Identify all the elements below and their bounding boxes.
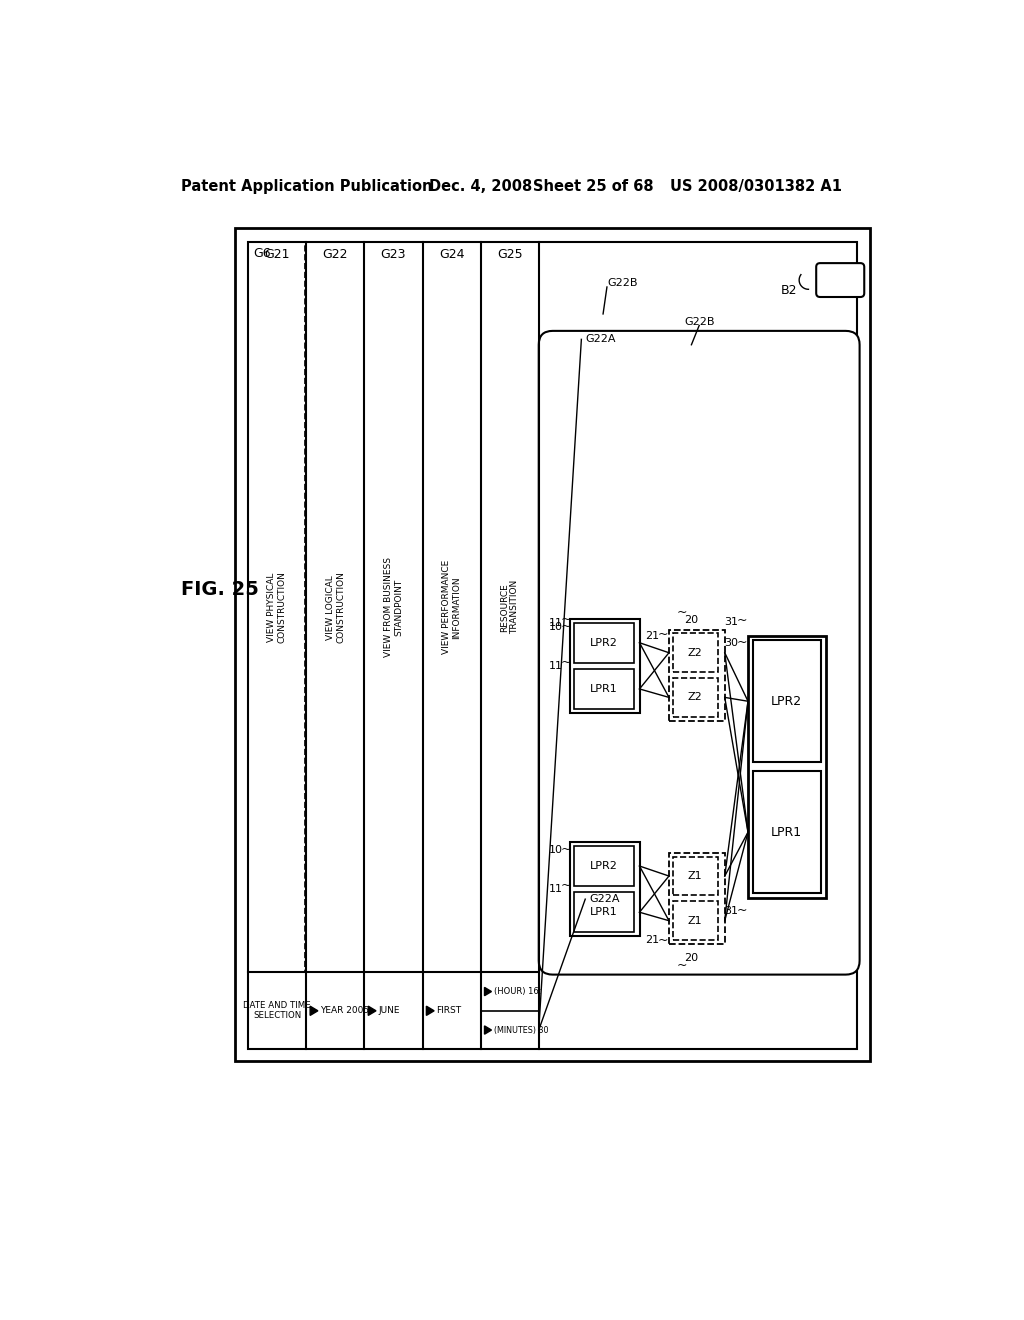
- Bar: [673, 857, 718, 895]
- Bar: [673, 634, 718, 672]
- Text: DATE AND TIME
SELECTION: DATE AND TIME SELECTION: [244, 1001, 311, 1020]
- Text: ~: ~: [677, 958, 687, 972]
- Text: Z1: Z1: [688, 871, 702, 880]
- Text: Sheet 25 of 68: Sheet 25 of 68: [532, 180, 653, 194]
- Text: LPR1: LPR1: [590, 684, 617, 694]
- Text: Dec. 4, 2008: Dec. 4, 2008: [429, 180, 531, 194]
- Text: 11: 11: [549, 619, 563, 628]
- Text: ~: ~: [560, 843, 571, 857]
- Text: LPR1: LPR1: [771, 825, 803, 838]
- Text: G23: G23: [381, 248, 407, 261]
- Bar: [753, 771, 821, 892]
- Text: LPR1: LPR1: [590, 907, 617, 917]
- Text: 31: 31: [724, 616, 738, 627]
- Text: ~: ~: [560, 620, 571, 634]
- Text: 11: 11: [549, 661, 563, 671]
- Text: RESOURCE
TRANSITION: RESOURCE TRANSITION: [500, 581, 519, 635]
- Bar: [669, 853, 725, 944]
- Bar: [748, 636, 825, 898]
- Polygon shape: [484, 987, 492, 995]
- Text: G25: G25: [497, 248, 522, 261]
- Text: VIEW FROM BUSINESS
STANDPOINT: VIEW FROM BUSINESS STANDPOINT: [384, 557, 403, 657]
- Text: 11: 11: [549, 884, 563, 894]
- Bar: [305, 243, 539, 973]
- Text: LPR2: LPR2: [771, 694, 803, 708]
- Text: G22B: G22B: [684, 317, 715, 326]
- Text: (HOUR) 16:: (HOUR) 16:: [494, 987, 542, 997]
- Bar: [569, 619, 640, 713]
- Text: G6: G6: [253, 247, 270, 260]
- Text: FIRST: FIRST: [436, 1006, 462, 1015]
- Text: G22A: G22A: [589, 894, 620, 904]
- Text: 30: 30: [724, 639, 738, 648]
- Text: YEAR 2005: YEAR 2005: [321, 1006, 370, 1015]
- Text: FIG. 25: FIG. 25: [180, 579, 259, 599]
- Bar: [248, 243, 856, 1049]
- Text: Z2: Z2: [688, 648, 702, 657]
- Text: ~: ~: [657, 933, 668, 946]
- Text: 31: 31: [724, 907, 738, 916]
- Bar: [573, 623, 634, 663]
- Bar: [234, 228, 870, 1061]
- Text: G22A: G22A: [586, 334, 615, 345]
- Text: ~: ~: [560, 879, 571, 892]
- Text: ~: ~: [657, 628, 668, 640]
- Text: Patent Application Publication: Patent Application Publication: [180, 180, 432, 194]
- Text: US 2008/0301382 A1: US 2008/0301382 A1: [671, 180, 843, 194]
- Text: 20: 20: [684, 615, 698, 626]
- Text: G21: G21: [264, 248, 290, 261]
- Text: B2: B2: [781, 284, 798, 297]
- Text: 21: 21: [645, 935, 659, 945]
- Text: G22B: G22B: [607, 279, 638, 288]
- Bar: [569, 842, 640, 936]
- Text: Z2: Z2: [688, 693, 702, 702]
- Polygon shape: [310, 1006, 317, 1015]
- Text: (MINUTES) 30: (MINUTES) 30: [494, 1026, 548, 1035]
- Text: VIEW PERFORMANCE
INFORMATION: VIEW PERFORMANCE INFORMATION: [442, 560, 461, 655]
- Text: JUNE: JUNE: [378, 1006, 399, 1015]
- Bar: [753, 640, 821, 762]
- Text: 20: 20: [684, 953, 698, 962]
- Text: 10: 10: [549, 845, 563, 855]
- FancyBboxPatch shape: [539, 331, 859, 974]
- Text: ~: ~: [736, 635, 748, 648]
- Text: G22: G22: [323, 248, 348, 261]
- Text: LPR2: LPR2: [590, 638, 617, 648]
- Bar: [669, 630, 725, 721]
- Bar: [673, 678, 718, 717]
- Text: ~: ~: [677, 606, 687, 619]
- Text: END: END: [825, 273, 855, 286]
- Text: G24: G24: [439, 248, 464, 261]
- Polygon shape: [369, 1006, 376, 1015]
- Text: ~: ~: [560, 612, 571, 626]
- Text: 10: 10: [549, 622, 563, 631]
- Text: Z1: Z1: [688, 916, 702, 925]
- Bar: [673, 902, 718, 940]
- Text: ~: ~: [736, 614, 748, 627]
- Text: 21: 21: [645, 631, 659, 640]
- Bar: [573, 892, 634, 932]
- Polygon shape: [426, 1006, 434, 1015]
- Text: ~: ~: [560, 656, 571, 668]
- FancyBboxPatch shape: [816, 263, 864, 297]
- Text: ~: ~: [736, 903, 748, 916]
- Text: LPR2: LPR2: [590, 861, 617, 871]
- Text: VIEW PHYSICAL
CONSTRUCTION: VIEW PHYSICAL CONSTRUCTION: [267, 572, 287, 643]
- Bar: [573, 846, 634, 886]
- Bar: [573, 669, 634, 709]
- Text: VIEW LOGICAL
CONSTRUCTION: VIEW LOGICAL CONSTRUCTION: [326, 572, 345, 643]
- Polygon shape: [484, 1026, 492, 1034]
